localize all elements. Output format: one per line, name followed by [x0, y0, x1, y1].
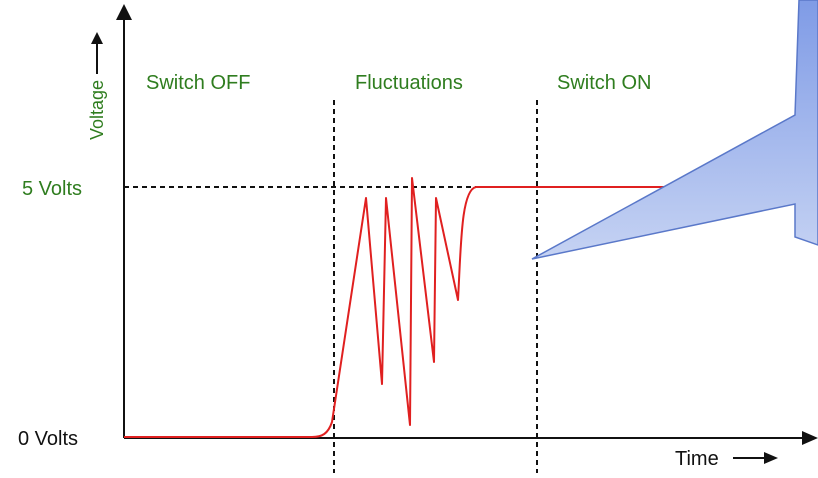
x-axis-arrowhead — [802, 431, 818, 445]
low-level-label: 0 Volts — [18, 428, 78, 450]
speech-callout — [531, 0, 818, 260]
high-level-label: 5 Volts — [22, 178, 82, 200]
time-arrow-head — [764, 452, 778, 464]
region-label-off: Switch OFF — [146, 72, 250, 94]
x-axis-label: Time — [675, 448, 719, 470]
y-label-arrow-head — [91, 32, 103, 44]
region-label-on: Switch ON — [557, 72, 651, 94]
signal-waveform — [124, 177, 690, 438]
y-axis-arrowhead — [116, 4, 132, 20]
region-label-fluctuations: Fluctuations — [355, 72, 463, 94]
y-axis-label: Voltage — [87, 80, 107, 140]
